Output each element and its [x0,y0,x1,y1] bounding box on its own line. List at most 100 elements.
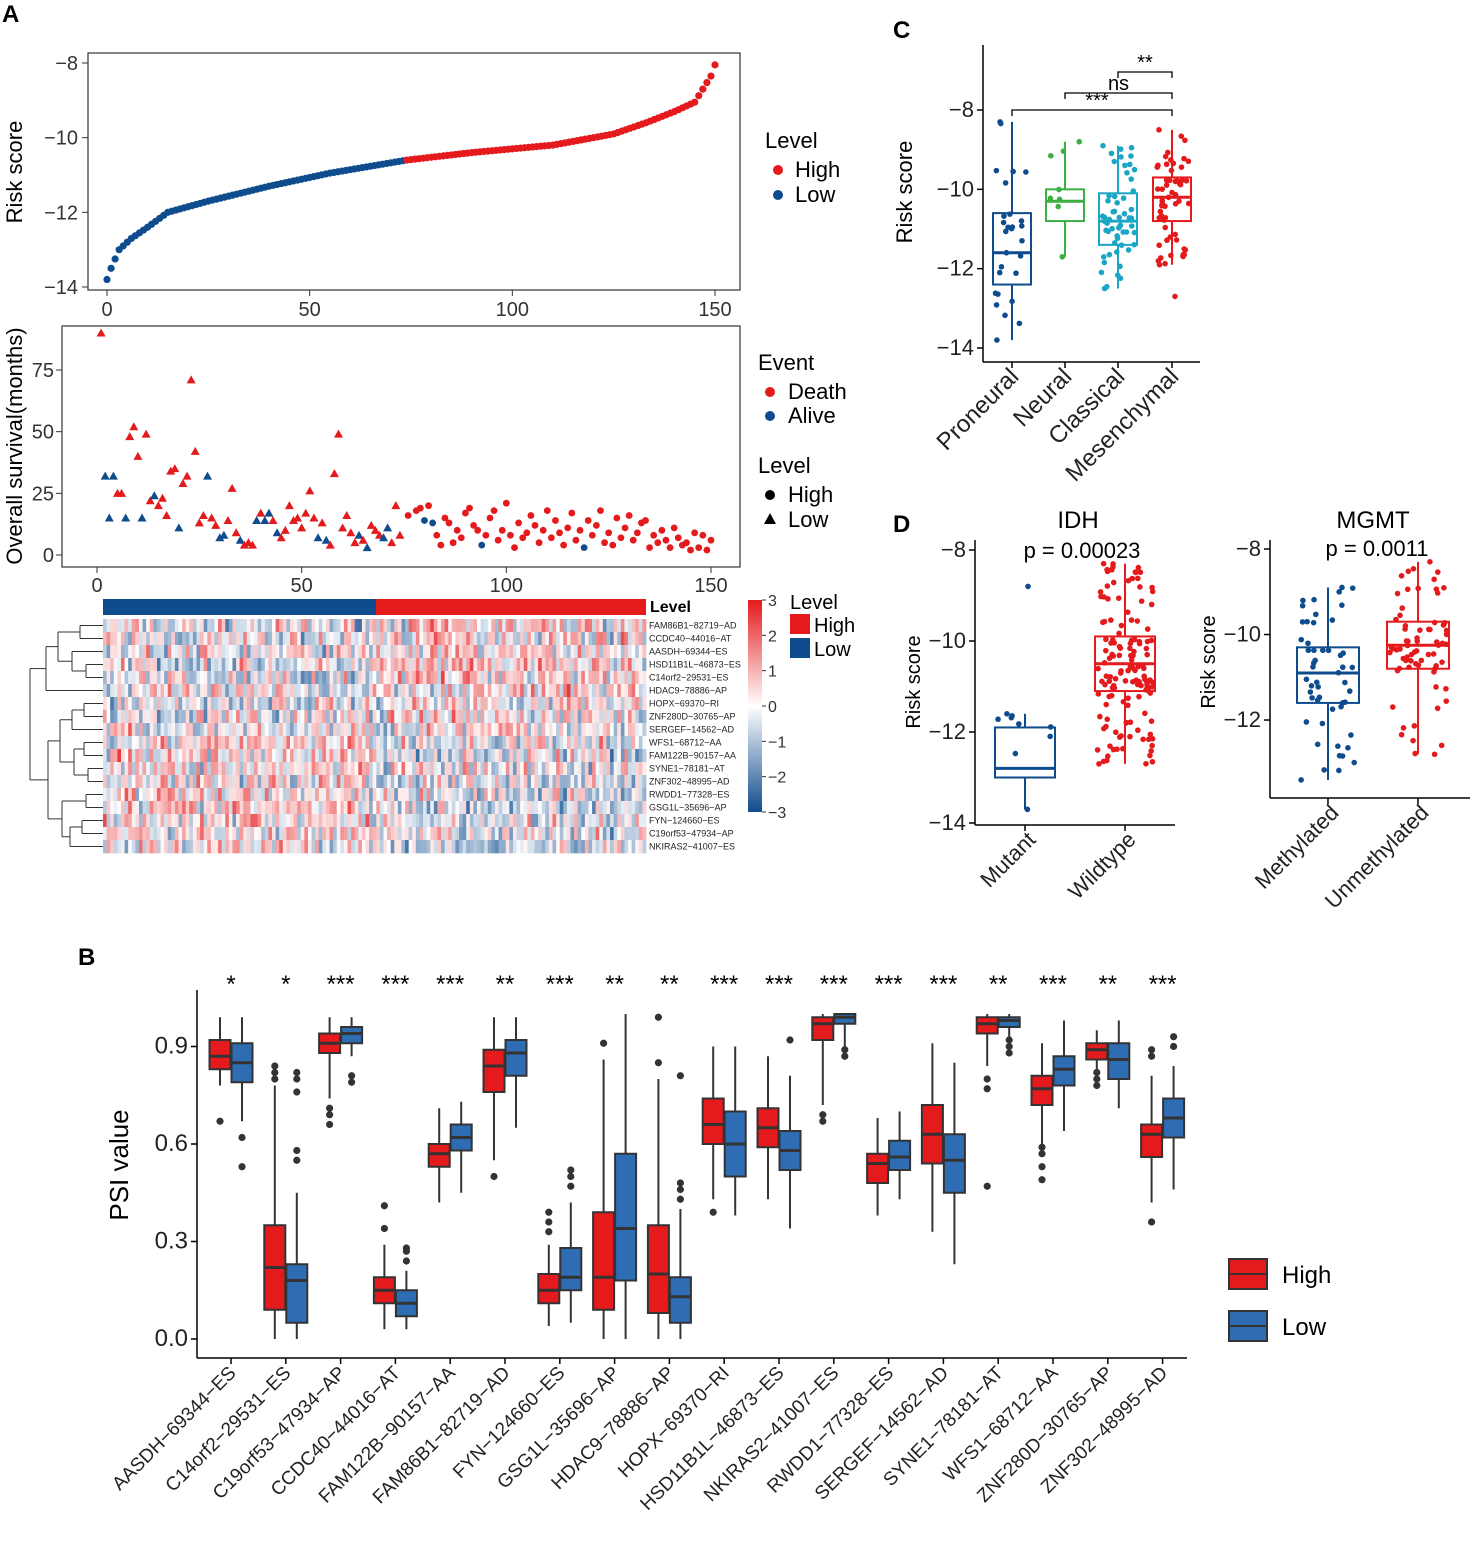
heatmap-cell [347,827,352,841]
heatmap-cell [552,632,557,646]
heatmap-cell [570,645,575,659]
heatmap-cell [282,671,287,685]
heatmap-cell [254,723,259,737]
heatmap-cell [297,762,302,776]
heatmap-row-label: ZNF302−48995−AD [649,777,730,787]
heatmap-cell [272,827,277,841]
heatmap-cell [307,801,312,815]
heatmap-cell [142,697,147,711]
heatmap-cell [520,671,525,685]
heatmap-cell [527,788,532,802]
heatmap-cell [512,671,517,685]
heatmap-cell [358,697,363,711]
heatmap-cell [638,684,643,698]
heatmap-cell [455,801,460,815]
heatmap-cell [566,762,571,776]
heatmap-cell [210,619,215,633]
a2-point-high-level [486,514,494,522]
a2-point-high-level [633,529,641,537]
heatmap-cell [192,645,197,659]
d2-unmethylated-point [1405,568,1412,575]
heatmap-cell [620,684,625,698]
heatmap-cell [563,619,568,633]
a2-point-high-level [498,526,506,534]
d1-wildtype-point [1131,648,1137,655]
heatmap-cell [433,697,438,711]
heatmap-cell [257,762,262,776]
heatmap-cell [333,840,338,854]
heatmap-cell [156,762,161,776]
heatmap-cell [534,736,539,750]
heatmap-cell [369,723,374,737]
heatmap-row-label: RWDD1−77328−ES [649,790,729,800]
heatmap-cell [325,710,330,724]
heatmap-cell [631,684,636,698]
heatmap-cell [620,710,625,724]
d2-methylated-point [1298,636,1305,643]
b-significance-label: *** [765,971,793,998]
heatmap-cell [160,645,165,659]
b-low-outlier [238,1163,246,1171]
b-significance-label: *** [710,971,738,998]
heatmap-cell [138,671,143,685]
heatmap-cell [631,658,636,672]
c-mesenchymal-point [1166,177,1173,184]
heatmap-cell [106,801,111,815]
heatmap-cell [581,710,586,724]
heatmap-cell [599,827,604,841]
heatmap-cell [185,762,190,776]
heatmap-cell [595,788,600,802]
heatmap-cell [120,632,125,646]
heatmap-cell [365,762,370,776]
heatmap-cell [182,632,187,646]
heatmap-cell [347,801,352,815]
a2-point-high-level [650,531,658,539]
heatmap-cell [631,840,636,854]
heatmap-cell [642,749,647,763]
a2-point-low-level [387,538,397,547]
heatmap-cell [275,684,280,698]
heatmap-cell [304,684,309,698]
heatmap-cell [156,749,161,763]
heatmap-cell [606,632,611,646]
heatmap-cell [340,775,345,789]
d1-wildtype-point [1103,647,1109,654]
heatmap-cell [502,840,507,854]
heatmap-cell [171,710,176,724]
heatmap-cell [556,658,561,672]
a2-point-high-level [466,504,473,512]
heatmap-cell [358,658,363,672]
heatmap-cell [272,749,277,763]
heatmap-cell [307,710,312,724]
heatmap-cell [178,671,183,685]
b-low-outlier [293,1075,301,1083]
heatmap-cell [156,775,161,789]
b-high-outlier [983,1075,991,1083]
d1-wildtype-point [1127,645,1133,652]
heatmap-cell [207,736,212,750]
heatmap-cell [214,736,219,750]
heatmap-cell [448,762,453,776]
a2-point-high-level [531,522,539,529]
heatmap-cell [182,801,187,815]
heatmap-cell [214,775,219,789]
d2-unmethylated-point [1408,651,1415,658]
heatmap-cell [311,619,316,633]
heatmap-cell [300,801,305,815]
heatmap-cell [577,775,582,789]
heatmap-cell [135,775,140,789]
heatmap-cell [243,723,248,737]
heatmap-cell [131,736,136,750]
d1-wildtype-point [1128,637,1135,644]
heatmap-cell [369,801,374,815]
heatmap-cell [566,801,571,815]
heatmap-cell [282,619,287,633]
heatmap-cell [635,736,640,750]
heatmap-cell [336,697,341,711]
a2-point-low-level [325,540,335,549]
heatmap-cell [261,788,266,802]
heatmap-cell [236,736,241,750]
heatmap-cell [203,736,208,750]
b-low-outlier [293,1156,301,1164]
heatmap-cell [476,658,481,672]
